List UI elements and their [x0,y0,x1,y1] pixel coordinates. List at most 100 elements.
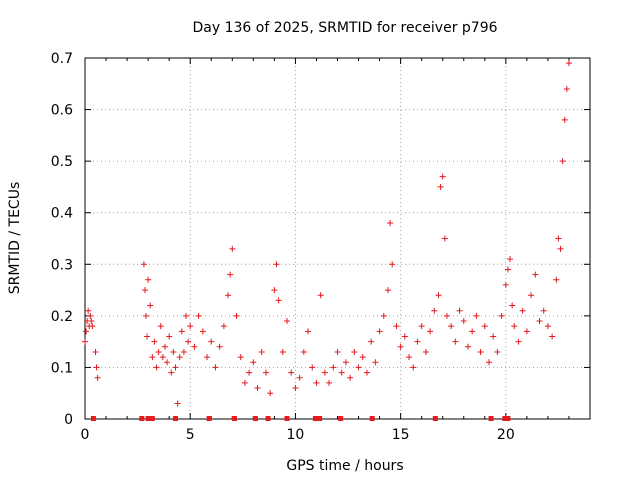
gap-marker [265,416,271,421]
data-point [178,328,185,335]
data-point [164,359,171,366]
data-point [460,318,467,325]
data-point [185,338,192,345]
gap-marker [432,416,438,421]
gap-marker [172,416,178,421]
gap-marker [252,416,258,421]
data-point [212,364,219,371]
data-point [166,333,173,340]
data-point [528,292,535,299]
data-point [559,158,566,165]
gap-marker [145,416,151,421]
data-point [313,379,320,386]
data-point [279,348,286,355]
data-point [229,245,236,252]
data-point [254,385,261,392]
data-point [199,328,206,335]
data-point [183,312,189,319]
data-point [157,323,164,330]
data-point [422,348,429,355]
data-point [300,348,307,355]
data-point [94,374,101,381]
y-tick-label: 0.2 [51,309,73,325]
chart-title: Day 136 of 2025, SRMTID for receiver p79… [192,20,497,36]
data-point [376,328,383,335]
data-point [141,287,148,294]
data-point [271,287,278,294]
data-point [557,245,564,252]
data-point [355,364,362,371]
data-point [414,338,421,345]
data-point [330,364,337,371]
data-points [82,60,572,407]
data-point [174,400,181,407]
data-point [435,292,442,299]
data-point [565,60,572,67]
data-point [502,281,509,288]
x-axis-label: GPS time / hours [286,458,403,474]
data-point [523,328,530,335]
data-point [437,183,444,190]
grid-layer [85,58,590,419]
data-point [321,369,328,376]
x-tick-labels: 0 5 10 15 20 [81,427,515,443]
data-point [393,323,400,330]
data-point [170,348,177,355]
data-point [511,323,518,330]
data-point [477,348,484,355]
data-point [149,354,156,361]
data-point [498,312,505,319]
data-point [464,343,471,350]
y-tick-label: 0.6 [51,103,73,119]
data-point [380,312,387,319]
data-point [153,364,160,371]
x-tick-label: 20 [497,427,515,443]
y-tick-label: 0.4 [51,206,73,222]
data-point [246,369,253,376]
gap-markers [90,416,511,421]
data-point [540,307,547,314]
tick-layer [84,57,590,420]
y-tick-labels: 0 0.1 0.2 0.3 0.4 0.5 0.6 0.7 [51,51,73,428]
data-point [89,323,96,330]
gap-marker [90,416,96,421]
data-point [507,256,514,263]
data-point [220,323,227,330]
data-point [486,359,492,366]
data-point [275,297,282,304]
data-point [443,312,450,319]
data-point [147,302,154,309]
data-point [161,343,168,350]
gap-marker [231,416,237,421]
y-tick-label: 0 [64,412,73,428]
data-point [191,343,198,350]
gap-marker [488,416,494,421]
data-point [418,323,425,330]
data-point [225,292,232,299]
data-point [555,235,562,242]
gap-marker [502,416,508,421]
data-point [549,333,556,340]
data-point [208,338,215,345]
y-tick-label: 0.7 [51,51,73,67]
plot-frame [84,57,591,420]
data-point [561,116,568,123]
data-point [342,359,349,366]
gap-marker [369,416,375,421]
data-point [309,364,316,371]
data-point [469,328,476,335]
gap-marker [317,416,323,421]
data-point [431,307,438,314]
data-point [553,276,560,283]
data-point [241,379,248,386]
gap-marker [139,416,145,421]
data-point [317,292,324,299]
data-point [326,379,333,386]
data-point [83,328,90,335]
data-point [439,173,446,180]
data-point [338,369,345,376]
data-point [82,338,88,345]
data-point [296,374,303,381]
y-tick-label: 0.1 [51,360,73,376]
data-point [227,271,234,278]
